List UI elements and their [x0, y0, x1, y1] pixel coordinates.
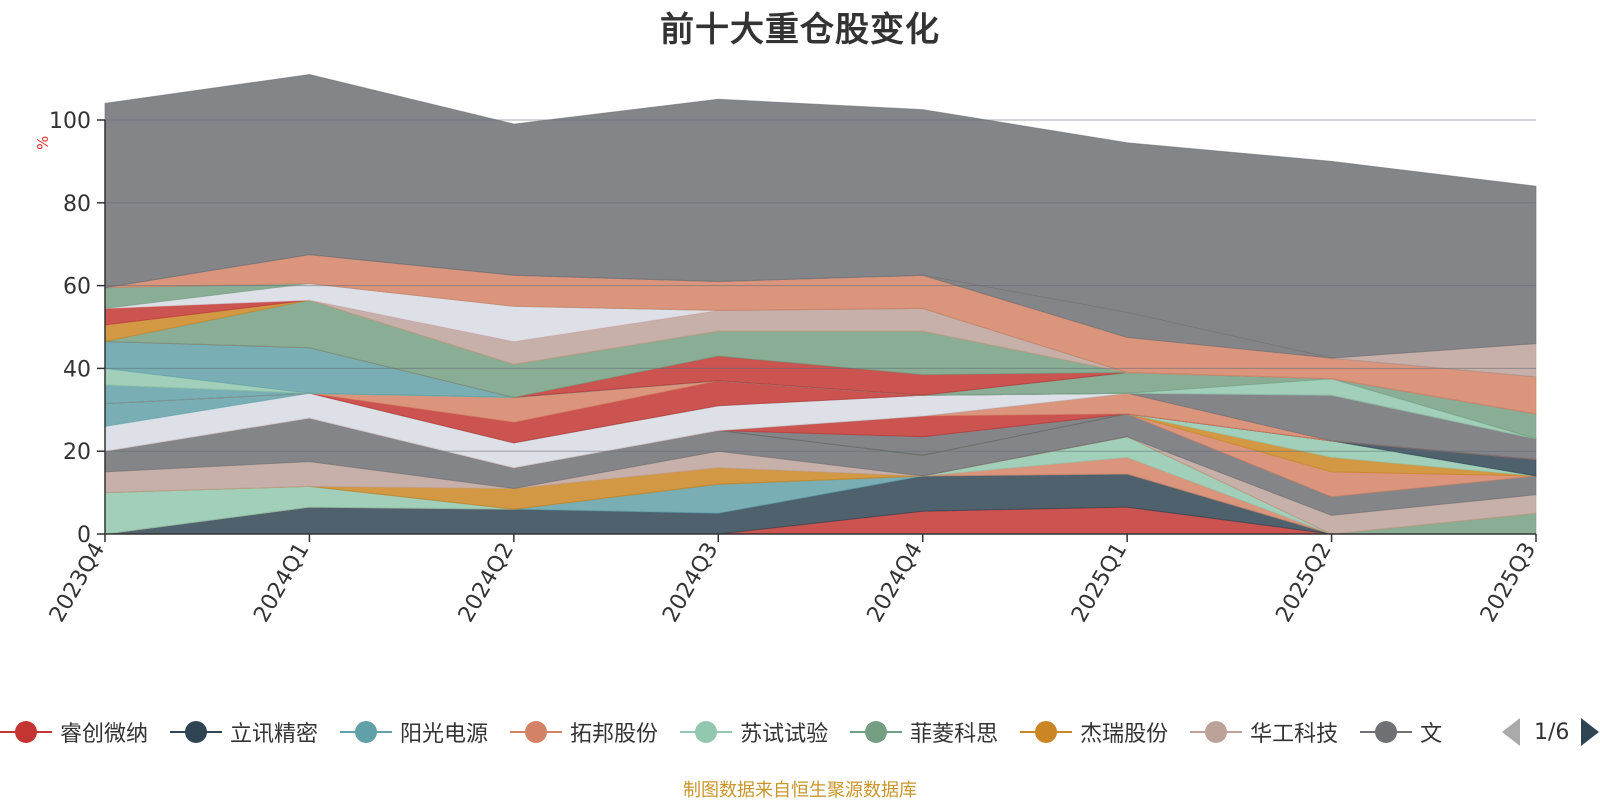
legend-item[interactable]: 拓邦股份	[510, 716, 658, 748]
y-tick-label: 20	[63, 440, 91, 465]
x-tick-labels: 2023Q4 2024Q1 2024Q2 2024Q3 2024Q4 2025Q1 2025…	[45, 539, 1541, 627]
x-tick-label: 2024Q2	[454, 539, 519, 627]
area-series-36	[104, 73, 1537, 359]
axes	[97, 119, 1537, 542]
legend-label: 阳光电源	[400, 722, 489, 747]
legend-item[interactable]: 华工科技	[1190, 716, 1338, 748]
x-tick-label: 2025Q3	[1476, 539, 1541, 627]
legend-item[interactable]: 睿创微纳	[0, 716, 148, 748]
x-tick-label: 2024Q3	[658, 539, 723, 627]
legend-label: 苏试试验	[740, 722, 829, 747]
chart-title: 前十大重仓股变化	[660, 10, 940, 50]
legend-item[interactable]: 立讯精密	[170, 716, 318, 748]
legend-label: 华工科技	[1250, 722, 1339, 747]
x-tick-label: 2025Q1	[1067, 539, 1132, 627]
legend-prev-page-icon[interactable]	[1502, 718, 1520, 746]
legend-next-page-icon[interactable]	[1581, 718, 1600, 746]
x-tick-label: 2023Q4	[45, 539, 110, 627]
legend-page-indicator: 1/6	[1534, 719, 1570, 745]
legend-marker-icon	[850, 718, 903, 746]
legend-marker-icon	[1360, 718, 1413, 746]
legend-pager: 1/6	[1500, 712, 1600, 752]
x-tick-label: 2025Q2	[1271, 539, 1336, 627]
data-source-note: 制图数据来自恒生聚源数据库	[683, 780, 917, 801]
y-tick-labels: 0 20 40 60 80 100	[49, 109, 91, 548]
y-tick-label: 100	[49, 109, 91, 134]
x-tick-label: 2024Q4	[863, 539, 928, 627]
legend-marker-icon	[680, 718, 733, 746]
legend-marker-icon	[510, 718, 563, 746]
legend-label: 文	[1420, 722, 1443, 747]
legend-marker-icon	[1020, 718, 1073, 746]
x-tick-label: 2024Q1	[249, 539, 314, 627]
legend-item[interactable]: 苏试试验	[680, 716, 828, 748]
legend-label: 菲菱科思	[910, 722, 999, 747]
legend-marker-icon	[1190, 718, 1243, 746]
legend-item[interactable]: 阳光电源	[340, 716, 488, 748]
y-tick-label: 40	[63, 357, 91, 382]
legend-item[interactable]: 菲菱科思	[850, 716, 998, 748]
legend-row: 睿创微纳 立讯精密 阳光电源 拓邦股份 苏试试验 菲菱科思 杰瑞股份 华工科技 文	[0, 708, 1500, 756]
legend-marker-icon	[0, 718, 52, 746]
legend-marker-icon	[340, 718, 393, 746]
legend-item[interactable]: 杰瑞股份	[1020, 716, 1168, 748]
legend-label: 拓邦股份	[570, 722, 659, 747]
legend-label: 睿创微纳	[60, 722, 149, 747]
y-tick-label: 60	[63, 275, 91, 300]
legend-marker-icon	[170, 718, 223, 746]
legend-label: 杰瑞股份	[1080, 722, 1169, 747]
y-tick-label: 80	[63, 192, 91, 217]
legend-label: 立讯精密	[230, 722, 319, 747]
area-layers	[104, 73, 1537, 535]
legend: 睿创微纳 立讯精密 阳光电源 拓邦股份 苏试试验 菲菱科思 杰瑞股份 华工科技 文	[0, 708, 1500, 756]
y-tick-label: 0	[77, 523, 91, 548]
grid-lines	[105, 119, 1536, 452]
legend-item[interactable]: 文	[1360, 716, 1442, 748]
